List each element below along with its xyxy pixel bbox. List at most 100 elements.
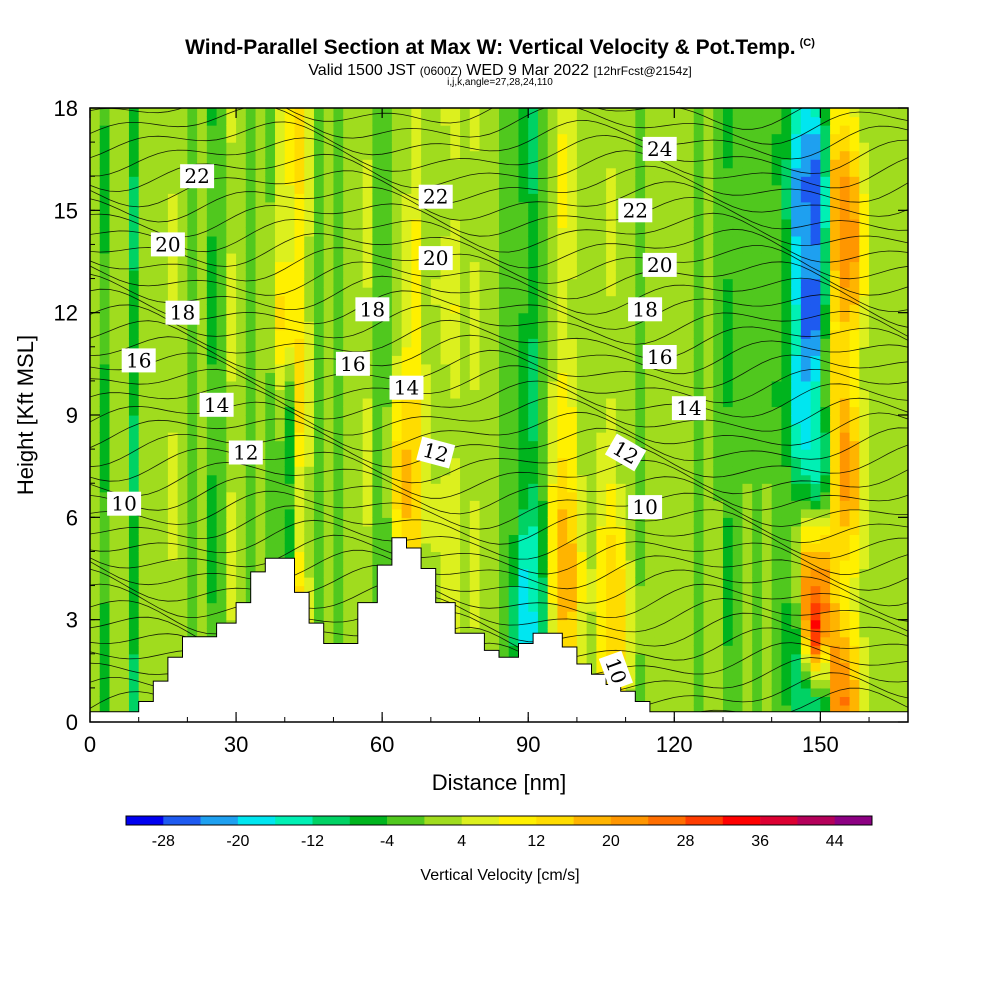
velocity-cell xyxy=(499,201,510,211)
velocity-cell xyxy=(90,184,101,194)
velocity-cell xyxy=(752,670,763,680)
velocity-cell xyxy=(294,270,305,280)
velocity-cell xyxy=(148,218,159,228)
velocity-cell xyxy=(625,329,636,339)
velocity-cell xyxy=(391,167,403,177)
velocity-cell xyxy=(177,287,188,297)
velocity-cell xyxy=(450,585,461,595)
velocity-cell xyxy=(606,525,617,535)
velocity-cell xyxy=(654,125,666,135)
velocity-cell xyxy=(391,304,403,314)
velocity-cell xyxy=(664,116,675,126)
velocity-cell xyxy=(528,142,539,152)
velocity-cell xyxy=(732,491,744,501)
velocity-cell xyxy=(489,525,500,535)
velocity-cell xyxy=(333,133,344,143)
velocity-cell xyxy=(518,551,529,561)
velocity-cell xyxy=(362,415,374,425)
velocity-cell xyxy=(255,483,266,493)
velocity-cell xyxy=(518,440,529,450)
velocity-cell xyxy=(343,287,354,297)
velocity-cell xyxy=(732,355,744,365)
velocity-cell xyxy=(752,304,763,314)
velocity-cell xyxy=(99,406,111,416)
velocity-cell xyxy=(460,525,471,535)
velocity-cell xyxy=(499,312,510,322)
velocity-cell xyxy=(615,559,627,570)
velocity-cell xyxy=(761,542,773,553)
velocity-cell xyxy=(635,133,646,143)
velocity-cell xyxy=(401,415,412,425)
velocity-cell xyxy=(537,397,549,408)
velocity-cell xyxy=(177,261,188,271)
velocity-cell xyxy=(693,602,705,612)
velocity-cell xyxy=(284,440,296,450)
velocity-cell xyxy=(479,150,490,160)
velocity-cell xyxy=(323,508,335,518)
velocity-cell xyxy=(625,415,636,425)
velocity-cell xyxy=(752,363,763,373)
velocity-cell xyxy=(625,184,636,194)
velocity-cell xyxy=(606,406,617,416)
velocity-cell xyxy=(109,432,120,442)
velocity-cell xyxy=(489,244,500,254)
velocity-cell xyxy=(90,116,101,126)
velocity-cell xyxy=(167,159,179,169)
velocity-cell xyxy=(391,278,403,288)
velocity-cell xyxy=(362,397,374,408)
velocity-cell xyxy=(625,551,636,561)
velocity-cell xyxy=(226,321,237,331)
velocity-cell xyxy=(557,619,568,629)
velocity-cell xyxy=(537,261,549,271)
velocity-cell xyxy=(362,432,374,442)
velocity-cell xyxy=(148,321,159,331)
velocity-cell xyxy=(469,150,481,160)
velocity-cell xyxy=(469,372,481,382)
velocity-cell xyxy=(479,491,490,501)
velocity-cell xyxy=(323,167,335,177)
velocity-cell xyxy=(99,235,111,246)
velocity-cell xyxy=(109,423,120,433)
velocity-cell xyxy=(635,628,646,638)
velocity-cell xyxy=(703,321,714,331)
velocity-cell xyxy=(245,406,257,416)
velocity-cell xyxy=(499,406,510,416)
velocity-cell xyxy=(732,670,744,680)
velocity-cell xyxy=(752,397,763,408)
velocity-cell xyxy=(90,611,101,621)
velocity-cell xyxy=(333,218,344,228)
velocity-cell xyxy=(362,594,374,604)
velocity-cell xyxy=(391,244,403,254)
velocity-cell xyxy=(752,594,763,604)
velocity-cell xyxy=(158,329,169,339)
velocity-cell xyxy=(236,304,247,314)
velocity-cell xyxy=(489,636,500,646)
velocity-cell xyxy=(284,176,296,186)
velocity-cell xyxy=(469,133,481,143)
velocity-cell xyxy=(109,619,120,629)
velocity-cell xyxy=(138,380,150,391)
velocity-cell xyxy=(236,150,247,160)
velocity-cell xyxy=(430,491,442,501)
velocity-cell xyxy=(752,525,763,535)
velocity-cell xyxy=(294,184,305,194)
velocity-cell xyxy=(284,542,296,553)
velocity-cell xyxy=(236,508,247,518)
velocity-cell xyxy=(450,321,461,331)
velocity-cell xyxy=(323,594,335,604)
velocity-cell xyxy=(401,227,412,237)
velocity-cell xyxy=(372,440,383,450)
velocity-cell xyxy=(148,568,159,578)
velocity-cell xyxy=(479,295,490,305)
velocity-cell xyxy=(684,611,695,621)
velocity-cell xyxy=(99,534,111,544)
velocity-cell xyxy=(567,449,578,459)
velocity-cell xyxy=(693,559,705,570)
velocity-cell xyxy=(742,252,753,263)
velocity-cell xyxy=(275,346,286,356)
velocity-cell xyxy=(128,184,140,194)
velocity-cell xyxy=(693,244,705,254)
velocity-cell xyxy=(567,261,578,271)
velocity-cell xyxy=(440,559,451,570)
velocity-cell xyxy=(333,372,344,382)
